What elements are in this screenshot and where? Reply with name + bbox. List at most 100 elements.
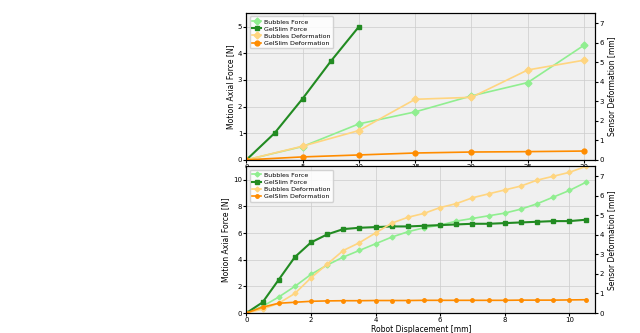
Bubbles Force	[243, 158, 250, 162]
Bubbles Deformation	[355, 129, 363, 133]
Bubbles Deformation	[372, 231, 380, 235]
GelSlim Deformation	[420, 298, 428, 302]
Bubbles Deformation	[388, 221, 396, 225]
GelSlim Deformation	[517, 298, 525, 302]
Bubbles Force	[517, 207, 525, 211]
GelSlim Deformation	[580, 149, 588, 153]
GelSlim Deformation	[436, 298, 444, 302]
GelSlim Force	[356, 226, 364, 230]
Bubbles Force	[468, 216, 476, 220]
Bubbles Force	[323, 263, 331, 267]
Line: Bubbles Force: Bubbles Force	[244, 181, 588, 315]
Bubbles Force	[404, 230, 412, 234]
GelSlim Deformation	[291, 300, 299, 304]
GelSlim Deformation	[323, 299, 331, 303]
Bubbles Deformation	[420, 211, 428, 215]
Bubbles Force	[388, 235, 396, 239]
GelSlim Deformation	[468, 150, 476, 154]
GelSlim Deformation	[452, 298, 460, 302]
GelSlim Deformation	[412, 151, 419, 155]
GelSlim Deformation	[355, 153, 363, 157]
Bubbles Force	[356, 248, 364, 252]
GelSlim Deformation	[388, 298, 396, 302]
GelSlim Force	[271, 131, 278, 135]
GelSlim Deformation	[243, 158, 250, 162]
GelSlim Force	[243, 311, 250, 315]
GelSlim Force	[299, 97, 307, 101]
GelSlim Force	[323, 232, 331, 236]
Bubbles Deformation	[517, 184, 525, 188]
GelSlim Force	[339, 227, 347, 231]
Bubbles Force	[533, 202, 541, 206]
GelSlim Force	[355, 25, 363, 29]
Bubbles Deformation	[501, 188, 509, 192]
GelSlim Deformation	[372, 298, 380, 302]
GelSlim Deformation	[275, 301, 282, 305]
Y-axis label: Motion Axial Force [N]: Motion Axial Force [N]	[226, 44, 235, 129]
Legend: Bubbles Force, GelSlim Force, Bubbles Deformation, GelSlim Deformation: Bubbles Force, GelSlim Force, Bubbles De…	[250, 16, 333, 48]
Bubbles Force	[299, 145, 307, 149]
Bubbles Deformation	[549, 174, 557, 178]
Bubbles Force	[452, 219, 460, 223]
GelSlim Force	[566, 219, 573, 223]
Bubbles Deformation	[404, 215, 412, 219]
Bubbles Deformation	[339, 248, 347, 252]
Y-axis label: Motion Axial Force [N]: Motion Axial Force [N]	[221, 197, 230, 282]
GelSlim Deformation	[259, 305, 266, 309]
Bubbles Deformation	[582, 165, 589, 168]
Bubbles Force	[412, 110, 419, 114]
GelSlim Force	[468, 222, 476, 226]
Bubbles Force	[243, 311, 250, 315]
Bubbles Deformation	[307, 276, 315, 280]
Bubbles Force	[501, 211, 509, 215]
Bubbles Deformation	[468, 196, 476, 200]
Bubbles Deformation	[299, 144, 307, 148]
Y-axis label: Sensor Deformation [mm]: Sensor Deformation [mm]	[607, 190, 616, 290]
Bubbles Deformation	[243, 158, 250, 162]
GelSlim Deformation	[582, 298, 589, 302]
GelSlim Deformation	[501, 298, 509, 302]
Bubbles Deformation	[243, 311, 250, 315]
GelSlim Force	[582, 218, 589, 222]
GelSlim Deformation	[404, 298, 412, 302]
Bubbles Force	[372, 242, 380, 246]
Bubbles Deformation	[356, 241, 364, 245]
Bubbles Force	[524, 81, 532, 85]
Line: Bubbles Force: Bubbles Force	[244, 43, 586, 162]
Bubbles Deformation	[412, 97, 419, 101]
Bubbles Force	[484, 214, 492, 218]
GelSlim Force	[259, 300, 266, 304]
GelSlim Deformation	[356, 299, 364, 303]
GelSlim Deformation	[307, 299, 315, 303]
Bubbles Force	[420, 226, 428, 230]
Y-axis label: Sensor Deformation [mm]: Sensor Deformation [mm]	[607, 37, 616, 137]
Line: Bubbles Deformation: Bubbles Deformation	[244, 165, 588, 315]
Bubbles Deformation	[275, 301, 282, 305]
Bubbles Deformation	[323, 262, 331, 266]
GelSlim Force	[307, 240, 315, 244]
Line: GelSlim Force: GelSlim Force	[244, 24, 362, 162]
Bubbles Deformation	[291, 291, 299, 295]
Bubbles Deformation	[524, 68, 532, 72]
Bubbles Deformation	[436, 205, 444, 209]
Bubbles Deformation	[452, 201, 460, 205]
X-axis label: Robot Displacement [mm]: Robot Displacement [mm]	[371, 325, 471, 333]
Bubbles Deformation	[580, 58, 588, 62]
Legend: Bubbles Force, GelSlim Force, Bubbles Deformation, GelSlim Deformation: Bubbles Force, GelSlim Force, Bubbles De…	[250, 169, 333, 201]
GelSlim Force	[372, 225, 380, 229]
GelSlim Force	[404, 224, 412, 228]
Bubbles Force	[275, 295, 282, 299]
GelSlim Deformation	[484, 298, 492, 302]
Bubbles Force	[436, 223, 444, 227]
GelSlim Force	[327, 59, 335, 63]
Bubbles Deformation	[468, 95, 476, 99]
Bubbles Force	[339, 255, 347, 259]
GelSlim Deformation	[299, 155, 307, 159]
Bubbles Force	[259, 304, 266, 308]
Bubbles Deformation	[533, 178, 541, 182]
GelSlim Deformation	[524, 150, 532, 154]
Bubbles Force	[580, 43, 588, 47]
GelSlim Force	[549, 219, 557, 223]
GelSlim Force	[501, 221, 509, 225]
GelSlim Force	[388, 224, 396, 228]
